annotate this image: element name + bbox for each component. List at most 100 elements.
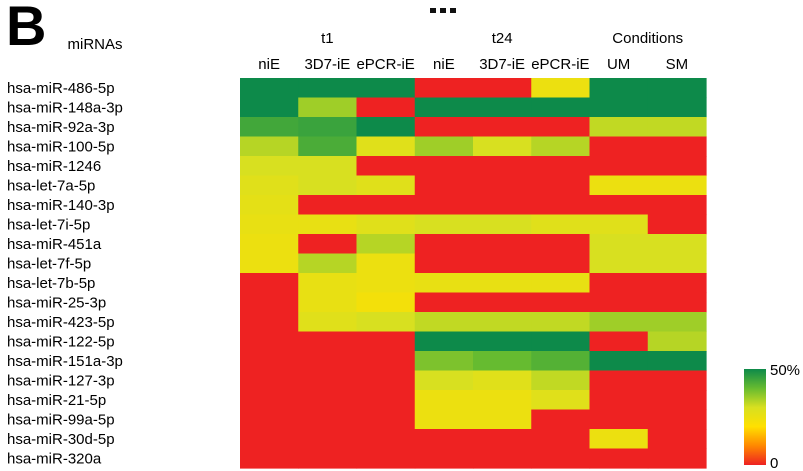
heatmap-cell — [473, 370, 532, 391]
heatmap-cell — [647, 253, 707, 274]
heatmap-cell — [414, 312, 474, 333]
heatmap-cell — [531, 97, 591, 118]
heatmap-cell — [298, 292, 358, 313]
heatmap-cell — [589, 175, 649, 196]
colorbar-min-label: 0 — [770, 455, 778, 471]
heatmap-cell — [589, 234, 649, 255]
heatmap-cell — [240, 331, 299, 352]
row-label: hsa-miR-21-5p — [7, 392, 106, 409]
heatmap-cell — [240, 390, 299, 411]
heatmap-cell — [589, 78, 649, 99]
row-label: hsa-let-7a-5p — [7, 177, 95, 194]
heatmap-cell — [647, 370, 707, 391]
column-label: niE — [433, 56, 455, 73]
heatmap-cell — [531, 370, 591, 391]
heatmap-cell — [531, 136, 591, 157]
colorbar-max-label: 50% — [770, 362, 800, 379]
heatmap-cell — [356, 312, 416, 333]
row-label: hsa-miR-92a-3p — [7, 119, 115, 136]
column-group-label: t1 — [321, 30, 334, 47]
heatmap-cell — [356, 429, 416, 450]
heatmap-cell — [414, 351, 474, 372]
row-label: hsa-miR-423-5p — [7, 314, 115, 331]
heatmap-cell — [473, 312, 532, 333]
heatmap-cell — [414, 97, 474, 118]
heatmap-cell — [240, 312, 299, 333]
heatmap-cell — [240, 273, 299, 294]
heatmap-cell — [298, 312, 358, 333]
heatmap-cell — [414, 448, 474, 469]
row-label: hsa-miR-140-3p — [7, 197, 115, 214]
heatmap-cell — [298, 390, 358, 411]
heatmap-cell — [240, 292, 299, 313]
heatmap-cell — [647, 273, 707, 294]
heatmap-cell — [589, 409, 649, 430]
heatmap-cell — [240, 78, 299, 99]
heatmap-cell — [531, 448, 591, 469]
heatmap-cell — [647, 351, 707, 372]
heatmap-cell — [473, 234, 532, 255]
heatmap-cell — [589, 97, 649, 118]
heatmap-cell — [356, 175, 416, 196]
heatmap-cell — [589, 331, 649, 352]
heatmap-cell — [356, 370, 416, 391]
heatmap-cell — [414, 136, 474, 157]
heatmap-cell — [531, 331, 591, 352]
heatmap-cell — [647, 409, 707, 430]
heatmap-cell — [356, 390, 416, 411]
heatmap-cell — [414, 253, 474, 274]
row-label: hsa-miR-122-5p — [7, 333, 115, 350]
heatmap-cell — [647, 175, 707, 196]
column-label: 3D7-iE — [479, 56, 525, 73]
heatmap-cell — [531, 234, 591, 255]
heatmap-cell — [473, 292, 532, 313]
heatmap-cell — [414, 429, 474, 450]
heatmap-cell — [473, 429, 532, 450]
heatmap-cell — [531, 429, 591, 450]
heatmap-cell — [589, 136, 649, 157]
heatmap-cell — [647, 429, 707, 450]
heatmap-cell — [589, 351, 649, 372]
heatmap-cell — [473, 409, 532, 430]
row-label: hsa-miR-451a — [7, 236, 102, 253]
row-label: hsa-let-7i-5p — [7, 216, 90, 233]
heatmap-cell — [414, 156, 474, 177]
heatmap-cell — [473, 156, 532, 177]
top-crop-marks — [430, 0, 468, 13]
heatmap-cell — [240, 117, 299, 138]
heatmap-cell — [240, 214, 299, 235]
row-label: hsa-miR-320a — [7, 450, 102, 467]
heatmap-cell — [298, 234, 358, 255]
heatmap-cell — [531, 253, 591, 274]
heatmap-cell — [356, 117, 416, 138]
heatmap-cell — [298, 117, 358, 138]
heatmap-cell — [240, 195, 299, 216]
heatmap-cell — [356, 253, 416, 274]
heatmap-cell — [356, 448, 416, 469]
column-label: ePCR-iE — [531, 56, 589, 73]
heatmap-cell — [647, 312, 707, 333]
heatmap-cell — [589, 195, 649, 216]
heatmap-cell — [298, 156, 358, 177]
heatmap-cell — [589, 273, 649, 294]
heatmap-cell — [298, 195, 358, 216]
heatmap-cell — [531, 156, 591, 177]
heatmap-cell — [531, 195, 591, 216]
heatmap-cell — [647, 117, 707, 138]
heatmap-cell — [647, 292, 707, 313]
row-label: hsa-miR-151a-3p — [7, 353, 123, 370]
heatmap-cell — [647, 78, 707, 99]
row-label: hsa-miR-148a-3p — [7, 99, 123, 116]
heatmap-cell — [473, 253, 532, 274]
heatmap-cell — [298, 273, 358, 294]
heatmap-cell — [531, 312, 591, 333]
heatmap-cell — [298, 370, 358, 391]
heatmap-cell — [589, 214, 649, 235]
heatmap-cell — [240, 175, 299, 196]
panel-label: B — [6, 0, 47, 57]
heatmap-cell — [414, 390, 474, 411]
row-label: hsa-miR-100-5p — [7, 138, 115, 155]
heatmap-cell — [240, 448, 299, 469]
